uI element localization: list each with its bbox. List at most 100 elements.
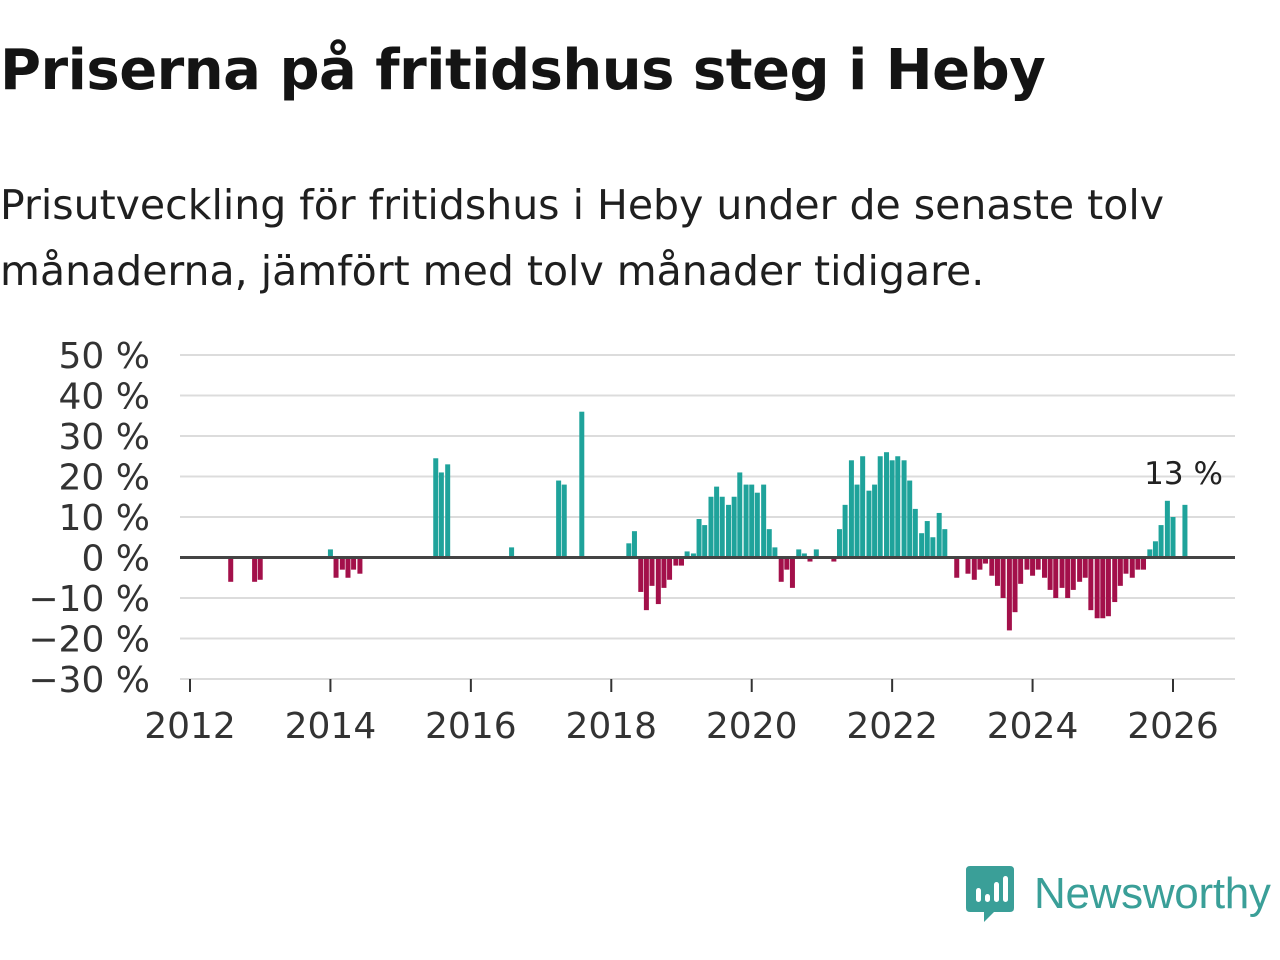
bar xyxy=(954,557,960,578)
bar xyxy=(684,551,690,558)
x-tick-label: 2012 xyxy=(144,706,236,747)
bar xyxy=(649,557,655,586)
bar xyxy=(754,492,760,558)
bar xyxy=(1105,557,1111,617)
bar xyxy=(252,557,258,582)
bar xyxy=(942,529,948,558)
bar xyxy=(333,557,339,578)
bar xyxy=(884,452,890,558)
bar xyxy=(796,549,802,558)
y-tick-label: 30 % xyxy=(59,417,150,458)
bar xyxy=(1135,557,1141,570)
bar xyxy=(643,557,649,611)
bar xyxy=(1012,557,1018,613)
x-tick-label: 2018 xyxy=(565,706,657,747)
brand-name: Newsworthy xyxy=(1034,869,1271,918)
bar xyxy=(702,525,708,558)
x-tick-label: 2024 xyxy=(987,706,1079,747)
bar xyxy=(1077,557,1083,582)
bar xyxy=(357,557,363,574)
y-tick-label: −30 % xyxy=(28,660,150,701)
bar xyxy=(1042,557,1048,578)
bar xyxy=(1123,557,1129,574)
bar xyxy=(228,557,234,582)
x-tick-label: 2026 xyxy=(1127,706,1219,747)
bar xyxy=(351,557,357,570)
y-tick-label: −20 % xyxy=(28,620,150,661)
x-tick-label: 2020 xyxy=(706,706,798,747)
bar xyxy=(579,411,585,558)
bar xyxy=(743,484,749,558)
bar xyxy=(1053,557,1059,598)
bar xyxy=(778,557,784,582)
bar xyxy=(989,557,995,576)
brand-logo: Newsworthy xyxy=(964,864,1271,924)
bar xyxy=(1164,500,1170,558)
bar xyxy=(901,460,907,558)
bar xyxy=(638,557,644,592)
bar xyxy=(714,486,720,558)
bar xyxy=(655,557,661,605)
bar xyxy=(836,529,842,558)
bar xyxy=(1170,517,1176,558)
bar xyxy=(339,557,345,570)
x-tick-label: 2022 xyxy=(846,706,938,747)
bar xyxy=(679,557,684,566)
bar xyxy=(327,549,333,558)
bar xyxy=(631,531,637,558)
bar xyxy=(977,557,983,570)
y-tick-label: 10 % xyxy=(59,498,150,539)
bar xyxy=(877,456,883,558)
y-tick-label: −10 % xyxy=(28,579,150,620)
bar xyxy=(1182,504,1188,558)
bar xyxy=(1006,557,1012,631)
bar xyxy=(936,512,942,558)
bar xyxy=(509,547,515,558)
bar xyxy=(737,472,743,558)
bar xyxy=(1082,557,1088,578)
bar xyxy=(831,557,837,562)
bar xyxy=(719,496,725,558)
bar xyxy=(433,458,439,558)
bar xyxy=(872,484,878,558)
bar xyxy=(438,472,444,558)
bar xyxy=(690,553,696,558)
bar xyxy=(1030,557,1036,576)
bar xyxy=(726,504,732,558)
bar xyxy=(854,484,860,558)
bar xyxy=(784,557,790,570)
bar xyxy=(983,557,989,564)
bar xyxy=(848,460,854,558)
bar xyxy=(673,557,679,566)
bar xyxy=(994,557,1000,586)
bar xyxy=(842,504,848,558)
bar xyxy=(930,537,936,558)
bar xyxy=(789,557,795,588)
bar xyxy=(761,484,767,558)
bar xyxy=(1024,557,1030,570)
bar xyxy=(971,557,977,580)
bar xyxy=(772,547,778,558)
bar xyxy=(696,519,702,558)
bar xyxy=(1059,557,1065,588)
bar xyxy=(661,557,667,588)
bar xyxy=(924,521,930,558)
chart-subtitle: Prisutveckling för fritidshus i Heby und… xyxy=(0,181,1164,295)
y-tick-label: 0 % xyxy=(81,539,150,580)
bar xyxy=(1117,557,1123,586)
bar xyxy=(561,484,567,558)
bar xyxy=(895,456,901,558)
bar xyxy=(919,533,925,558)
bar xyxy=(1094,557,1100,619)
bar xyxy=(889,460,895,558)
bar xyxy=(807,557,813,562)
bar xyxy=(1088,557,1094,611)
chart-title: Priserna på fritidshus steg i Heby xyxy=(0,38,1046,103)
bar xyxy=(1141,557,1147,570)
bar xyxy=(801,553,807,558)
bar xyxy=(556,480,562,558)
bar xyxy=(912,508,918,558)
bar xyxy=(1047,557,1053,590)
bar xyxy=(626,543,632,558)
bar xyxy=(813,549,819,558)
